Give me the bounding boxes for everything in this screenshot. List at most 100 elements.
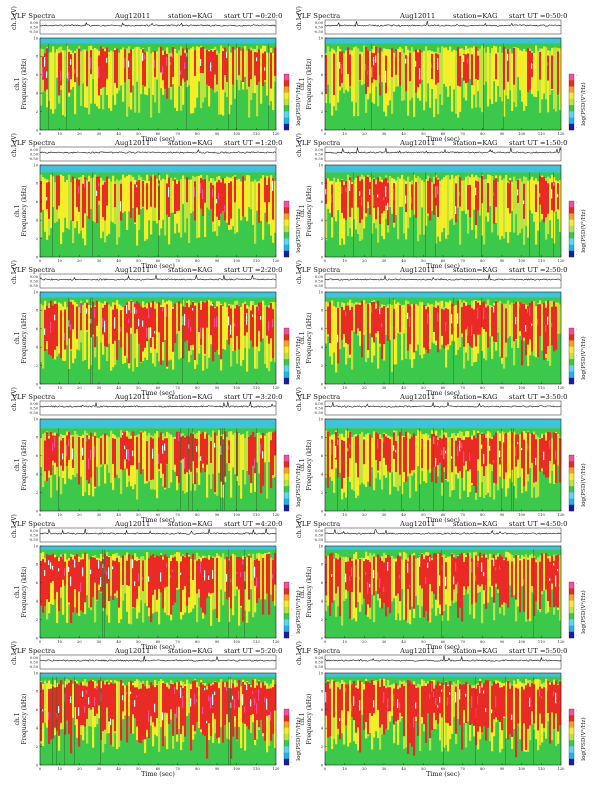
spectrum-cell [499, 565, 501, 570]
sferic-line [443, 676, 444, 765]
spectrum-cell [180, 303, 183, 358]
spectrum-cell [551, 438, 554, 471]
spectrum-cell [242, 48, 245, 83]
spectrum-cell [489, 681, 492, 742]
time-tick-label: 80 [195, 767, 200, 771]
spectrum-cell [242, 694, 244, 706]
spectrum-cell [355, 436, 358, 463]
spectrum-cell [144, 431, 147, 484]
colorbar-label: log(PSD(V²/Hz) [295, 336, 302, 379]
spectrum-cell [427, 440, 430, 470]
spectrum-cell [180, 436, 183, 461]
spectrum-cell [182, 435, 185, 459]
spectrum-cell [40, 181, 43, 213]
spectrum-cell [427, 306, 430, 354]
spectrum-cell [236, 556, 239, 587]
spectrum-cell [114, 317, 116, 329]
panel-start-ut: start UT =2:50:0 [509, 266, 567, 274]
spectrum-cell [164, 554, 167, 588]
colorbar-segment [284, 733, 289, 741]
spectrum-cell [272, 309, 275, 359]
spectrum-cell [511, 182, 514, 211]
spectrum-cell [86, 435, 89, 480]
spectrogram [39, 545, 277, 639]
spectrum-cell [331, 194, 333, 203]
colorbar-segment [284, 80, 289, 87]
spectrum-cell [547, 316, 549, 325]
spectrum-cell [405, 300, 408, 359]
spectrum-cell [250, 181, 253, 210]
colorbar-segment [284, 606, 289, 614]
spectrum-cell [435, 553, 438, 600]
spectrum-cell [228, 445, 230, 450]
spectrum-cell [543, 46, 546, 94]
colorbar-tick-label: - [576, 709, 577, 713]
spectrum-cell [236, 686, 239, 740]
colorbar-tick-label: - [291, 735, 292, 739]
spectrum-cell [497, 430, 500, 491]
time-tick-label: 70 [460, 386, 465, 390]
spectrum-cell [66, 45, 69, 79]
spectrum-cell [391, 52, 394, 114]
sferic-line [244, 549, 245, 638]
spectrum-cell [216, 435, 219, 496]
spectrum-cell [437, 186, 439, 195]
trace-axis-label: ch.1 (V) [296, 387, 303, 411]
spectrum-cell [355, 559, 358, 608]
spectrum-cell [168, 433, 171, 489]
spectrum-cell [270, 557, 273, 595]
spectrum-cell [68, 174, 71, 230]
spectrum-cell [248, 683, 251, 730]
spectrum-cell [76, 48, 79, 78]
colorbar: ---log(PSD(V²/Hz) [283, 73, 302, 131]
colorbar-frame [568, 454, 575, 512]
colorbar-segment [284, 709, 289, 716]
spectrum-cell [515, 180, 518, 215]
freq-tick-label: 8 [36, 436, 39, 440]
spectrum-cell [395, 49, 398, 75]
time-tick-label: 60 [156, 386, 161, 390]
spectrum-cell [54, 436, 56, 448]
colorbar-segment [284, 92, 289, 100]
spectrum-cell [52, 557, 55, 605]
panel-title: VLF Spectra [296, 266, 340, 274]
spectrum-cell [122, 307, 125, 365]
colorbar-segment [284, 625, 289, 632]
spectrum-cell [120, 557, 123, 620]
sferic-line [186, 43, 187, 130]
time-tick-label: 70 [175, 259, 180, 263]
spectrum-cell [250, 50, 253, 80]
spectrum-cell [256, 685, 259, 721]
spectrum-cell [202, 301, 205, 328]
spectrum-cell [547, 55, 550, 81]
spectrum-cell [162, 712, 164, 721]
spectrum-cell [395, 51, 397, 58]
time-tick-label: 40 [116, 767, 121, 771]
trace-tick-label: 0.50 [315, 534, 324, 538]
spectrum-cell [154, 703, 156, 713]
spectrum-cell [349, 180, 351, 191]
spectrum-cell [108, 684, 111, 722]
spectrum-cell [385, 688, 388, 729]
trace-tick-label: 0.00 [315, 402, 324, 406]
spectrum-cell [331, 300, 334, 365]
spectrum-cell [70, 324, 72, 330]
spectrum-cell [102, 563, 104, 569]
spectrum-cell [345, 430, 348, 498]
colorbar-tick-label: - [291, 201, 292, 205]
spectrum-cell [543, 303, 546, 360]
freq-tick-label: 8 [321, 182, 324, 186]
spectrum-cell [429, 178, 432, 221]
spectrum-cell [200, 177, 203, 209]
colorbar-segment [569, 625, 574, 632]
spectrum-cell [126, 685, 129, 743]
colorbar-segment [284, 346, 289, 354]
spectrum-cell [547, 62, 549, 66]
spectrum-cell [68, 301, 71, 339]
spectrum-cell [194, 680, 197, 732]
spectrum-cell [206, 558, 209, 598]
colorbar-segment [569, 467, 574, 474]
sferic-line [56, 676, 57, 765]
spectrum-cell [361, 431, 364, 483]
spectrum-cell [200, 183, 202, 194]
